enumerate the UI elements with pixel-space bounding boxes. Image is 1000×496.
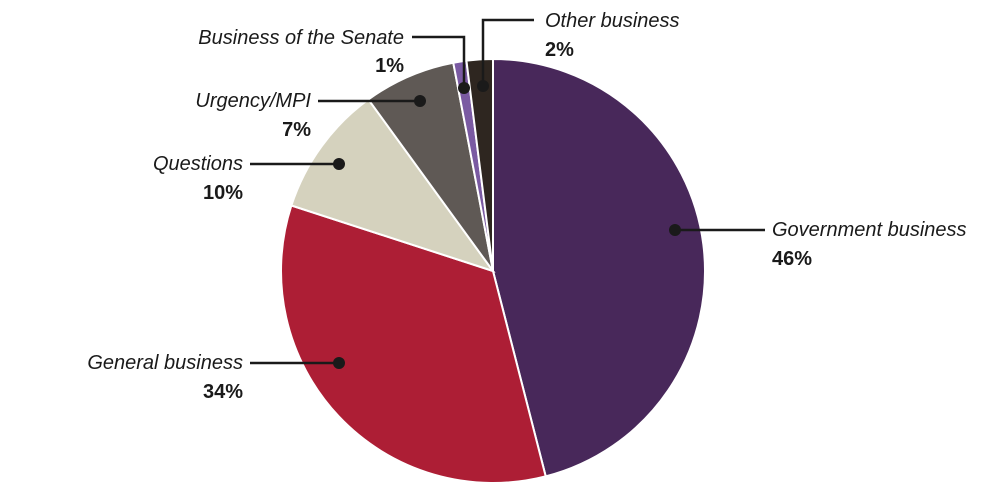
- pie-slice-general-business: [280, 204, 547, 484]
- slice-value-label: 7%: [282, 119, 311, 141]
- slice-name-label: General business: [87, 352, 243, 374]
- pie-slice-government-business: [492, 57, 706, 478]
- slice-label-general-business: General business 34%: [87, 352, 345, 403]
- leader-dot: [414, 95, 426, 107]
- slice-name-label: Government business: [772, 219, 967, 241]
- leader-dot: [333, 158, 345, 170]
- slice-value-label: 1%: [375, 55, 404, 77]
- slice-name-label: Other business: [545, 10, 680, 32]
- leader-dot: [458, 82, 470, 94]
- slice-label-government-business: Government business 46%: [669, 219, 967, 270]
- leader-line: [481, 18, 534, 86]
- pie-slice-questions: [290, 98, 496, 273]
- slice-name-label: Questions: [153, 153, 243, 175]
- leader-dot: [477, 80, 489, 92]
- slice-value-label: 46%: [772, 248, 812, 270]
- slice-name-label: Urgency/MPI: [195, 90, 311, 112]
- slice-name-label: Business of the Senate: [198, 27, 404, 49]
- slice-label-other-business: Other business 2%: [477, 10, 680, 92]
- slice-label-questions: Questions 10%: [153, 153, 345, 204]
- slice-label-urgency-mpi: Urgency/MPI 7%: [195, 90, 426, 141]
- leader-line: [412, 35, 466, 88]
- pie-slice-other-business: [465, 57, 494, 272]
- slice-label-business-of-the-senate: Business of the Senate 1%: [198, 27, 470, 94]
- slice-value-label: 2%: [545, 39, 574, 61]
- slices-layer: [280, 57, 706, 484]
- slice-value-label: 34%: [203, 381, 243, 403]
- labels-layer: Government business 46% General business 34…: [87, 10, 966, 403]
- slice-value-label: 10%: [203, 182, 243, 204]
- leader-dot: [333, 357, 345, 369]
- leader-dot: [669, 224, 681, 236]
